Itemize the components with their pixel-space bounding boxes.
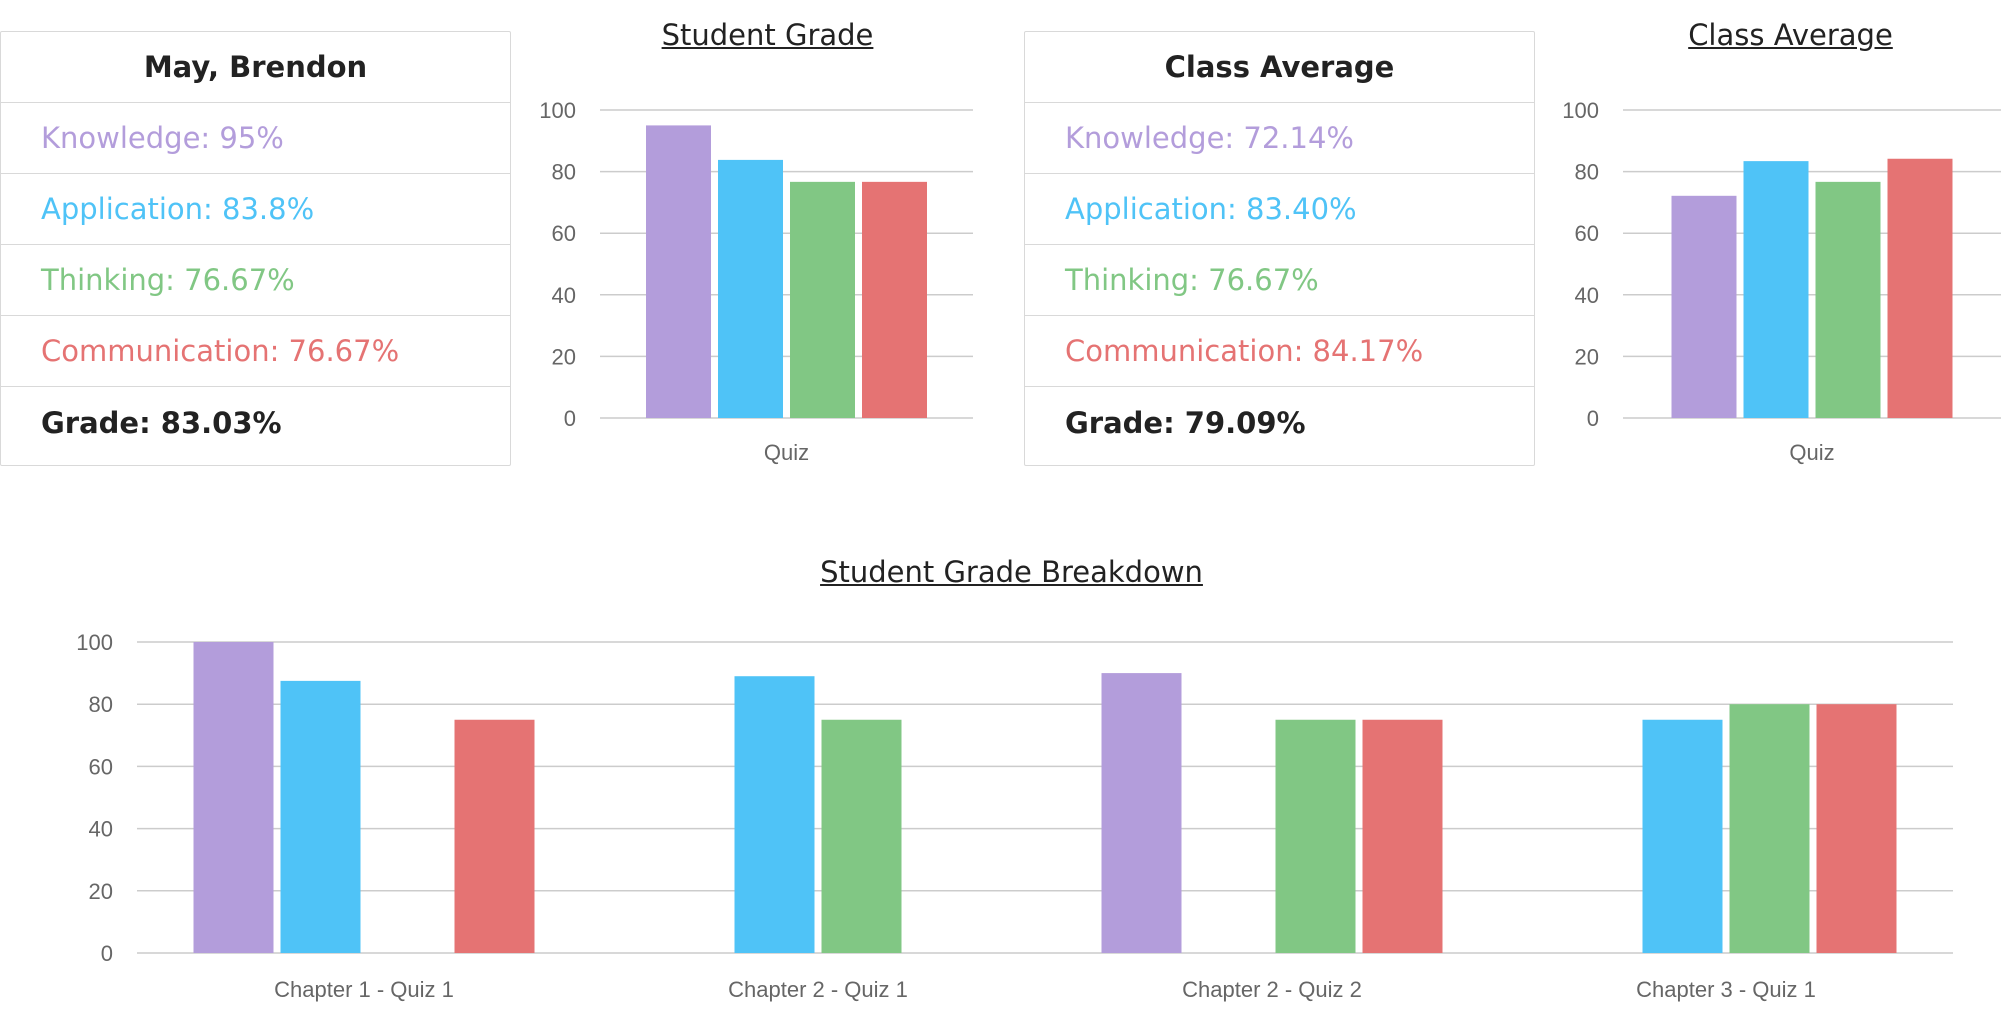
bar-communication bbox=[1362, 719, 1443, 953]
class-knowledge: Knowledge: 72.14% bbox=[1025, 103, 1534, 174]
bar-knowledge bbox=[1671, 195, 1737, 418]
student-application: Application: 83.8% bbox=[1, 174, 510, 245]
bar-thinking bbox=[821, 719, 902, 953]
y-tick-label: 40 bbox=[1575, 283, 1599, 308]
y-tick-label: 60 bbox=[89, 754, 113, 779]
bar-thinking bbox=[1275, 719, 1356, 953]
y-tick-label: 20 bbox=[1575, 344, 1599, 369]
y-tick-label: 40 bbox=[89, 817, 113, 842]
student-name: May, Brendon bbox=[1, 32, 510, 103]
y-tick-label: 60 bbox=[552, 221, 576, 246]
student-grade-chart-title: Student Grade bbox=[661, 18, 874, 52]
class-application: Application: 83.40% bbox=[1025, 174, 1534, 245]
bar-communication bbox=[454, 719, 535, 953]
x-category-label: Quiz bbox=[1789, 440, 1834, 465]
bar-thinking bbox=[1815, 181, 1881, 418]
y-tick-label: 80 bbox=[1575, 160, 1599, 185]
bar-application bbox=[1642, 719, 1723, 953]
x-category-label: Chapter 1 - Quiz 1 bbox=[274, 977, 454, 1002]
bar-thinking bbox=[1729, 704, 1810, 953]
class-card-title: Class Average bbox=[1025, 32, 1534, 103]
student-grade: Grade: 83.03% bbox=[41, 405, 282, 440]
bar-application bbox=[1743, 161, 1809, 418]
y-tick-label: 0 bbox=[1587, 406, 1599, 431]
y-tick-label: 0 bbox=[564, 406, 576, 431]
y-tick-label: 40 bbox=[552, 283, 576, 308]
student-thinking: Thinking: 76.67% bbox=[1, 245, 510, 316]
student-summary-card: May, Brendon Knowledge: 95% Application:… bbox=[0, 31, 511, 466]
y-tick-label: 60 bbox=[1575, 221, 1599, 246]
y-tick-label: 100 bbox=[539, 98, 576, 123]
x-category-label: Chapter 3 - Quiz 1 bbox=[1636, 977, 1816, 1002]
class-grade: Grade: 79.09% bbox=[1065, 405, 1306, 440]
y-tick-label: 100 bbox=[1562, 98, 1599, 123]
y-tick-label: 80 bbox=[89, 692, 113, 717]
x-category-label: Chapter 2 - Quiz 2 bbox=[1182, 977, 1362, 1002]
x-category-label: Quiz bbox=[764, 440, 809, 465]
class-average-card: Class Average Knowledge: 72.14% Applicat… bbox=[1024, 31, 1535, 466]
class-average-chart-title: Class Average bbox=[1688, 18, 1893, 52]
bar-application bbox=[734, 676, 815, 953]
y-tick-label: 20 bbox=[552, 344, 576, 369]
x-category-label: Chapter 2 - Quiz 1 bbox=[728, 977, 908, 1002]
class-average-chart: 0 20 40 60 80 100 Quiz bbox=[1562, 98, 2001, 465]
bar-knowledge bbox=[193, 642, 274, 953]
bar-knowledge bbox=[646, 125, 711, 419]
bar-knowledge bbox=[1101, 673, 1182, 953]
y-tick-label: 100 bbox=[76, 630, 113, 655]
breakdown-chart-title: Student Grade Breakdown bbox=[820, 555, 1203, 589]
y-tick-label: 20 bbox=[89, 879, 113, 904]
class-communication: Communication: 84.17% bbox=[1025, 316, 1534, 387]
bar-communication bbox=[1887, 158, 1953, 418]
student-grade-chart: 0 20 40 60 80 100 Quiz bbox=[539, 98, 973, 465]
student-communication: Communication: 76.67% bbox=[1, 316, 510, 387]
bar-communication bbox=[1816, 704, 1897, 953]
y-tick-label: 80 bbox=[552, 160, 576, 185]
bar-thinking bbox=[790, 181, 855, 418]
bar-communication bbox=[862, 181, 927, 418]
class-thinking: Thinking: 76.67% bbox=[1025, 245, 1534, 316]
student-knowledge: Knowledge: 95% bbox=[1, 103, 510, 174]
bar-application bbox=[280, 680, 361, 953]
bar-application bbox=[718, 159, 783, 418]
student-grade-breakdown-chart: 0 20 40 60 80 100 Chapter 1 - Quiz 1 Chapter 2 … bbox=[76, 630, 1953, 1002]
y-tick-label: 0 bbox=[101, 941, 113, 966]
